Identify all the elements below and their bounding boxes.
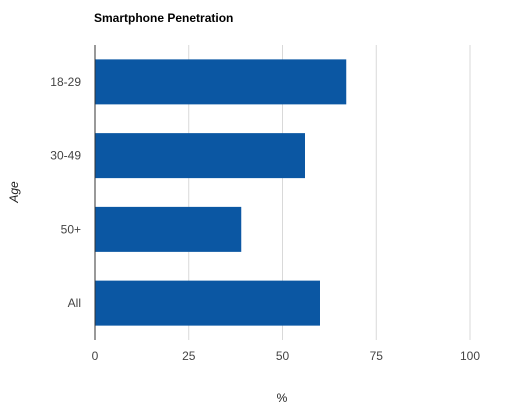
y-tick-label: All bbox=[68, 296, 81, 310]
bar-All bbox=[95, 280, 320, 326]
chart-title: Smartphone Penetration bbox=[94, 11, 233, 25]
y-tick-labels: 18-29 30-49 50+ All bbox=[50, 75, 81, 310]
x-axis-title: % bbox=[277, 391, 288, 405]
x-tick-labels: 0 25 50 75 100 bbox=[92, 349, 481, 363]
x-tick-label: 100 bbox=[460, 349, 480, 363]
bar-18-29 bbox=[95, 59, 347, 105]
y-tick-label: 50+ bbox=[61, 222, 81, 236]
y-tick-label: 30-49 bbox=[50, 149, 81, 163]
x-tick-label: 50 bbox=[276, 349, 290, 363]
x-tick-label: 0 bbox=[92, 349, 99, 363]
x-tick-label: 75 bbox=[370, 349, 384, 363]
y-axis-title: Age bbox=[7, 181, 21, 204]
y-tick-label: 18-29 bbox=[50, 75, 81, 89]
x-tick-label: 25 bbox=[182, 349, 196, 363]
bar-30-49 bbox=[95, 133, 305, 179]
bars bbox=[95, 59, 347, 326]
bar-50+ bbox=[95, 206, 242, 252]
